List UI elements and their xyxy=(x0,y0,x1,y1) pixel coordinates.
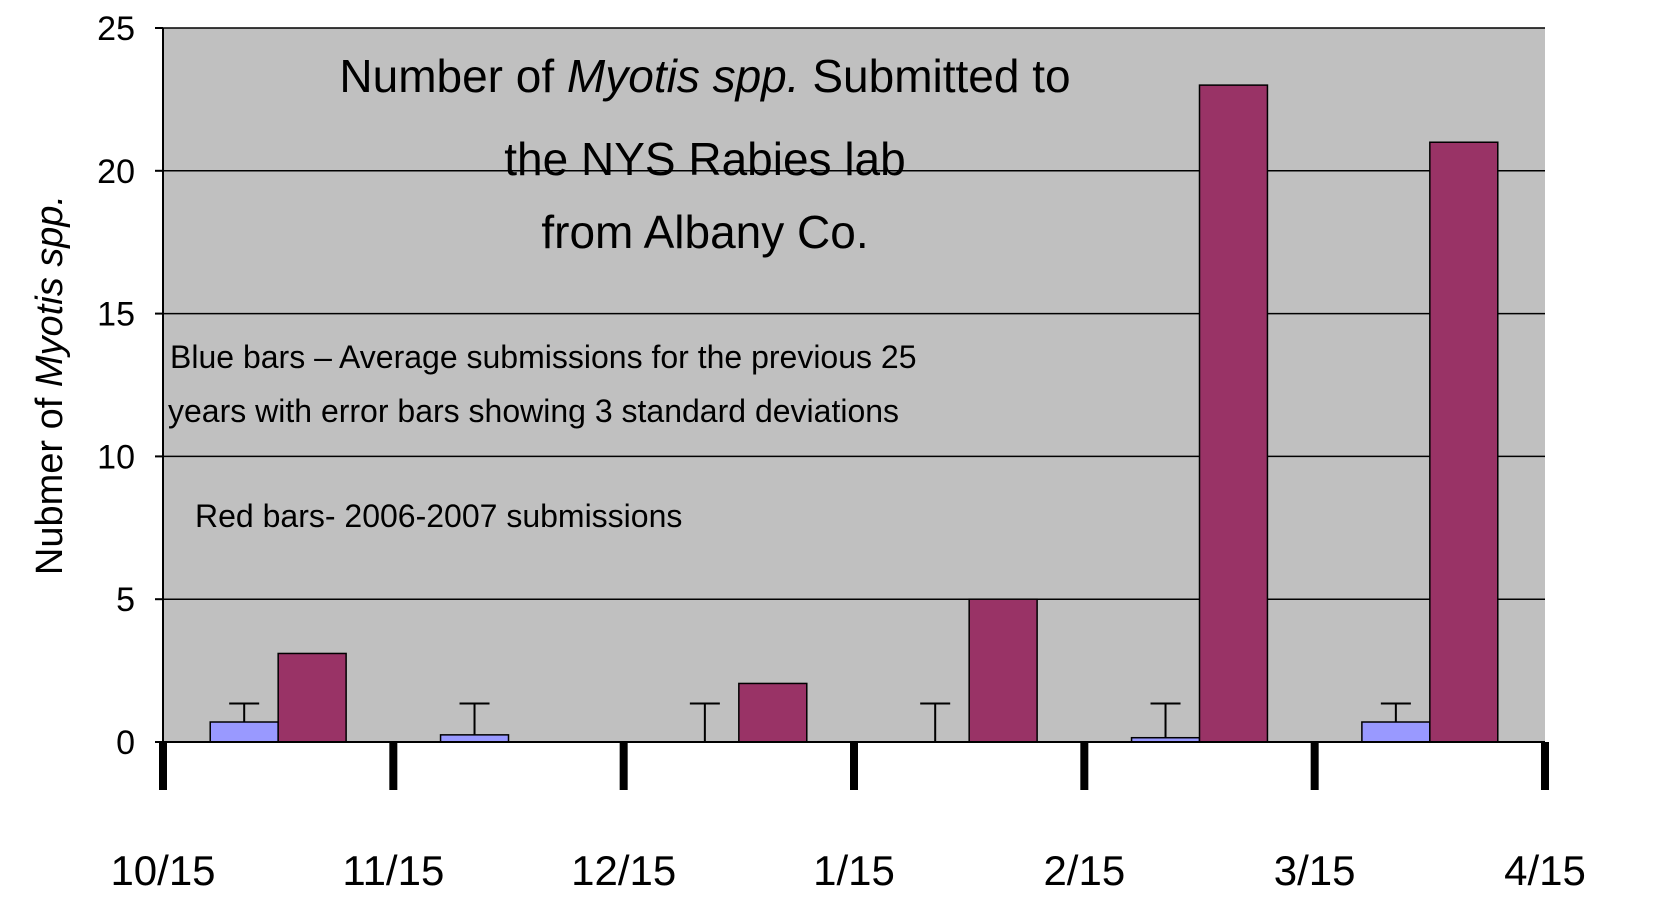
annotation: years with error bars showing 3 standard… xyxy=(168,393,899,429)
x-tick-label: 12/15 xyxy=(571,847,676,894)
title-part: Myotis spp. xyxy=(567,50,800,102)
title-part: Submitted to xyxy=(800,50,1071,102)
y-tick-label: 15 xyxy=(97,296,135,334)
y-label-part: Myotis spp. xyxy=(29,195,71,387)
y-axis-label: Nubmer of Myotis spp. xyxy=(29,195,71,575)
y-tick-label: 10 xyxy=(97,438,135,476)
x-tick-label: 10/15 xyxy=(110,847,215,894)
chart-title: from Albany Co. xyxy=(541,206,868,258)
x-tick-label: 11/15 xyxy=(342,847,444,894)
x-tick-label: 1/15 xyxy=(813,847,895,894)
bar xyxy=(209,721,279,743)
error-bar xyxy=(459,702,490,735)
bar xyxy=(439,734,510,743)
x-tick-label: 4/15 xyxy=(1504,847,1586,894)
y-tick-label: 25 xyxy=(97,10,135,48)
bar xyxy=(738,682,808,743)
x-tick-label: 3/15 xyxy=(1274,847,1356,894)
chart-title: Number of Myotis spp. Submitted to xyxy=(339,50,1070,102)
bar xyxy=(1198,84,1269,743)
bar xyxy=(1429,141,1499,743)
annotation: Blue bars – Average submissions for the … xyxy=(170,339,917,375)
y-tick-label: 20 xyxy=(97,153,135,191)
annotation: Red bars- 2006-2007 submissions xyxy=(195,498,682,534)
chart-title: the NYS Rabies lab xyxy=(504,133,905,185)
error-bar xyxy=(689,702,720,742)
y-tick-label: 5 xyxy=(116,581,135,619)
x-tick-label: 2/15 xyxy=(1043,847,1125,894)
error-bar xyxy=(1380,702,1411,723)
plot-area xyxy=(163,28,1545,742)
bar xyxy=(1361,721,1431,743)
error-bar xyxy=(1150,702,1181,738)
y-tick-label: 0 xyxy=(116,724,135,762)
error-bar xyxy=(920,702,951,742)
title-part: Number of xyxy=(339,50,567,102)
y-label-part: Nubmer of xyxy=(29,387,71,575)
bar xyxy=(277,652,347,743)
bar xyxy=(968,598,1038,743)
error-bar xyxy=(229,702,260,723)
